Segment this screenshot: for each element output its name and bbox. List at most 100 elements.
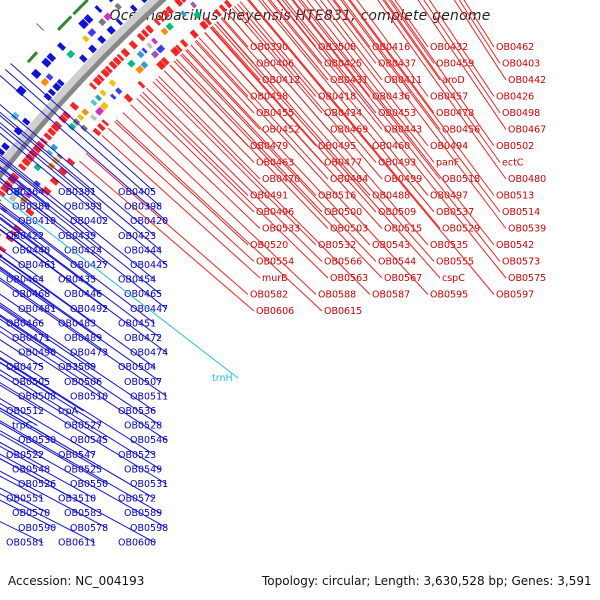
reverse-gene-mark [56, 78, 65, 87]
gene-label-reverse: OB0451 [118, 318, 156, 329]
blue-label-line [0, 362, 101, 427]
cog-feature-mark [141, 47, 148, 54]
red-label-line [382, 0, 441, 81]
cog-feature-mark [180, 10, 187, 18]
red-label-line [142, 91, 249, 196]
gene-label-reverse: OB0528 [124, 421, 162, 432]
gene-label-reverse: OB0530 [18, 435, 56, 446]
gene-label-forward: OB0503 [330, 224, 368, 235]
blue-label-line [0, 304, 49, 339]
red-label-line [356, 0, 429, 97]
red-label-line [136, 97, 255, 213]
gene-label-reverse: OB0507 [124, 377, 162, 388]
reverse-gene-mark [52, 82, 62, 92]
red-label-line [349, 0, 435, 114]
red-label-line [394, 0, 429, 48]
blue-label-line [0, 433, 167, 529]
gene-label-reverse: OB0402 [70, 216, 108, 227]
gene-label-forward: OB0555 [436, 257, 474, 268]
gene-label-forward: OB0582 [250, 290, 288, 301]
red-label-line [306, 0, 435, 163]
forward-gene-mark [136, 32, 146, 42]
forward-gene-mark [153, 18, 161, 26]
gene-label-forward: OB0587 [372, 290, 410, 301]
forward-gene-mark [41, 186, 52, 196]
cog-feature-mark [190, 1, 197, 9]
gene-label-forward: OB0431 [330, 75, 368, 86]
gene-label-forward: OB0597 [496, 290, 534, 301]
gene-label-forward: OB0452 [262, 125, 300, 136]
cog-feature-mark [0, 206, 8, 213]
cog-feature-mark [90, 99, 98, 107]
forward-gene-mark [104, 65, 113, 74]
forward-gene-mark [108, 60, 118, 70]
blue-label-line [0, 167, 49, 207]
blue-label-line [0, 255, 155, 368]
cog-feature-mark [82, 35, 90, 43]
red-label-line [181, 53, 317, 196]
blue-label-line [0, 103, 155, 237]
red-label-line [146, 87, 323, 262]
forward-gene-mark [128, 40, 138, 50]
gene-label-reverse: OB0475 [6, 362, 44, 373]
gene-label-reverse: OB0589 [124, 508, 162, 519]
red-label-line [226, 12, 429, 246]
red-label-line [463, 0, 495, 48]
red-label-line [210, 26, 377, 213]
gene-label-reverse: OB0578 [70, 523, 108, 534]
gene-label-reverse: OB0548 [12, 464, 50, 475]
rna-label: trnH [212, 373, 233, 384]
red-label-line [195, 39, 249, 97]
gene-label-reverse: OB0583 [64, 508, 102, 519]
red-label-line [163, 70, 255, 163]
blue-label-line [0, 445, 95, 500]
forward-gene-mark [58, 166, 68, 176]
blue-label-line [0, 330, 167, 441]
gene-label-reverse: OB0611 [58, 537, 96, 548]
gene-label-forward: OB0494 [430, 141, 468, 152]
red-label-line [248, 0, 441, 229]
gene-label-forward: OB0573 [502, 257, 540, 268]
red-label-line [180, 54, 377, 262]
blue-label-line [0, 318, 161, 427]
gene-label-reverse: OB0444 [124, 245, 162, 256]
gene-label-forward: OB0488 [372, 191, 410, 202]
red-label-line [198, 37, 329, 180]
forward-gene-mark [204, 17, 212, 26]
gene-label-reverse: OB3510 [58, 494, 96, 505]
blue-label-line [0, 213, 49, 251]
blue-label-line [0, 356, 155, 456]
cog-feature-mark [45, 73, 54, 81]
forward-gene-mark [112, 56, 122, 66]
gene-label-forward: OB0403 [502, 59, 540, 70]
map-title: Oceanobacillus iheyensis HTE831, complet… [109, 8, 491, 24]
rna-feature-mark [57, 15, 73, 31]
blue-label-line [0, 154, 155, 280]
gene-label-forward: OB0567 [384, 273, 422, 284]
blue-label-line [0, 410, 101, 470]
gene-label-reverse: OB0423 [118, 231, 156, 242]
forward-gene-mark [175, 44, 183, 53]
red-label-line [152, 81, 317, 246]
red-label-line [85, 152, 249, 295]
red-label-line [185, 49, 261, 130]
reverse-gene-mark [106, 25, 116, 35]
gene-label-reverse: OB0512 [6, 406, 44, 417]
blue-label-line [0, 384, 43, 412]
cog-feature-mark [76, 113, 85, 121]
reverse-gene-mark [94, 5, 103, 14]
blue-label-line [0, 493, 95, 543]
blue-label-line [0, 258, 49, 295]
gene-label-forward: OB0509 [378, 207, 416, 218]
red-label-line [190, 44, 255, 114]
red-label-line [326, 0, 377, 64]
red-label-line [333, 0, 371, 48]
red-label-line [384, 0, 501, 163]
gene-label-forward: OB0615 [324, 306, 362, 317]
gene-label-forward: OB0497 [430, 191, 468, 202]
red-label-line [221, 16, 249, 48]
blue-label-line [0, 430, 43, 456]
gene-label-forward: OB0496 [256, 207, 294, 218]
blue-label-line [0, 165, 161, 295]
forward-gene-mark [32, 144, 42, 154]
